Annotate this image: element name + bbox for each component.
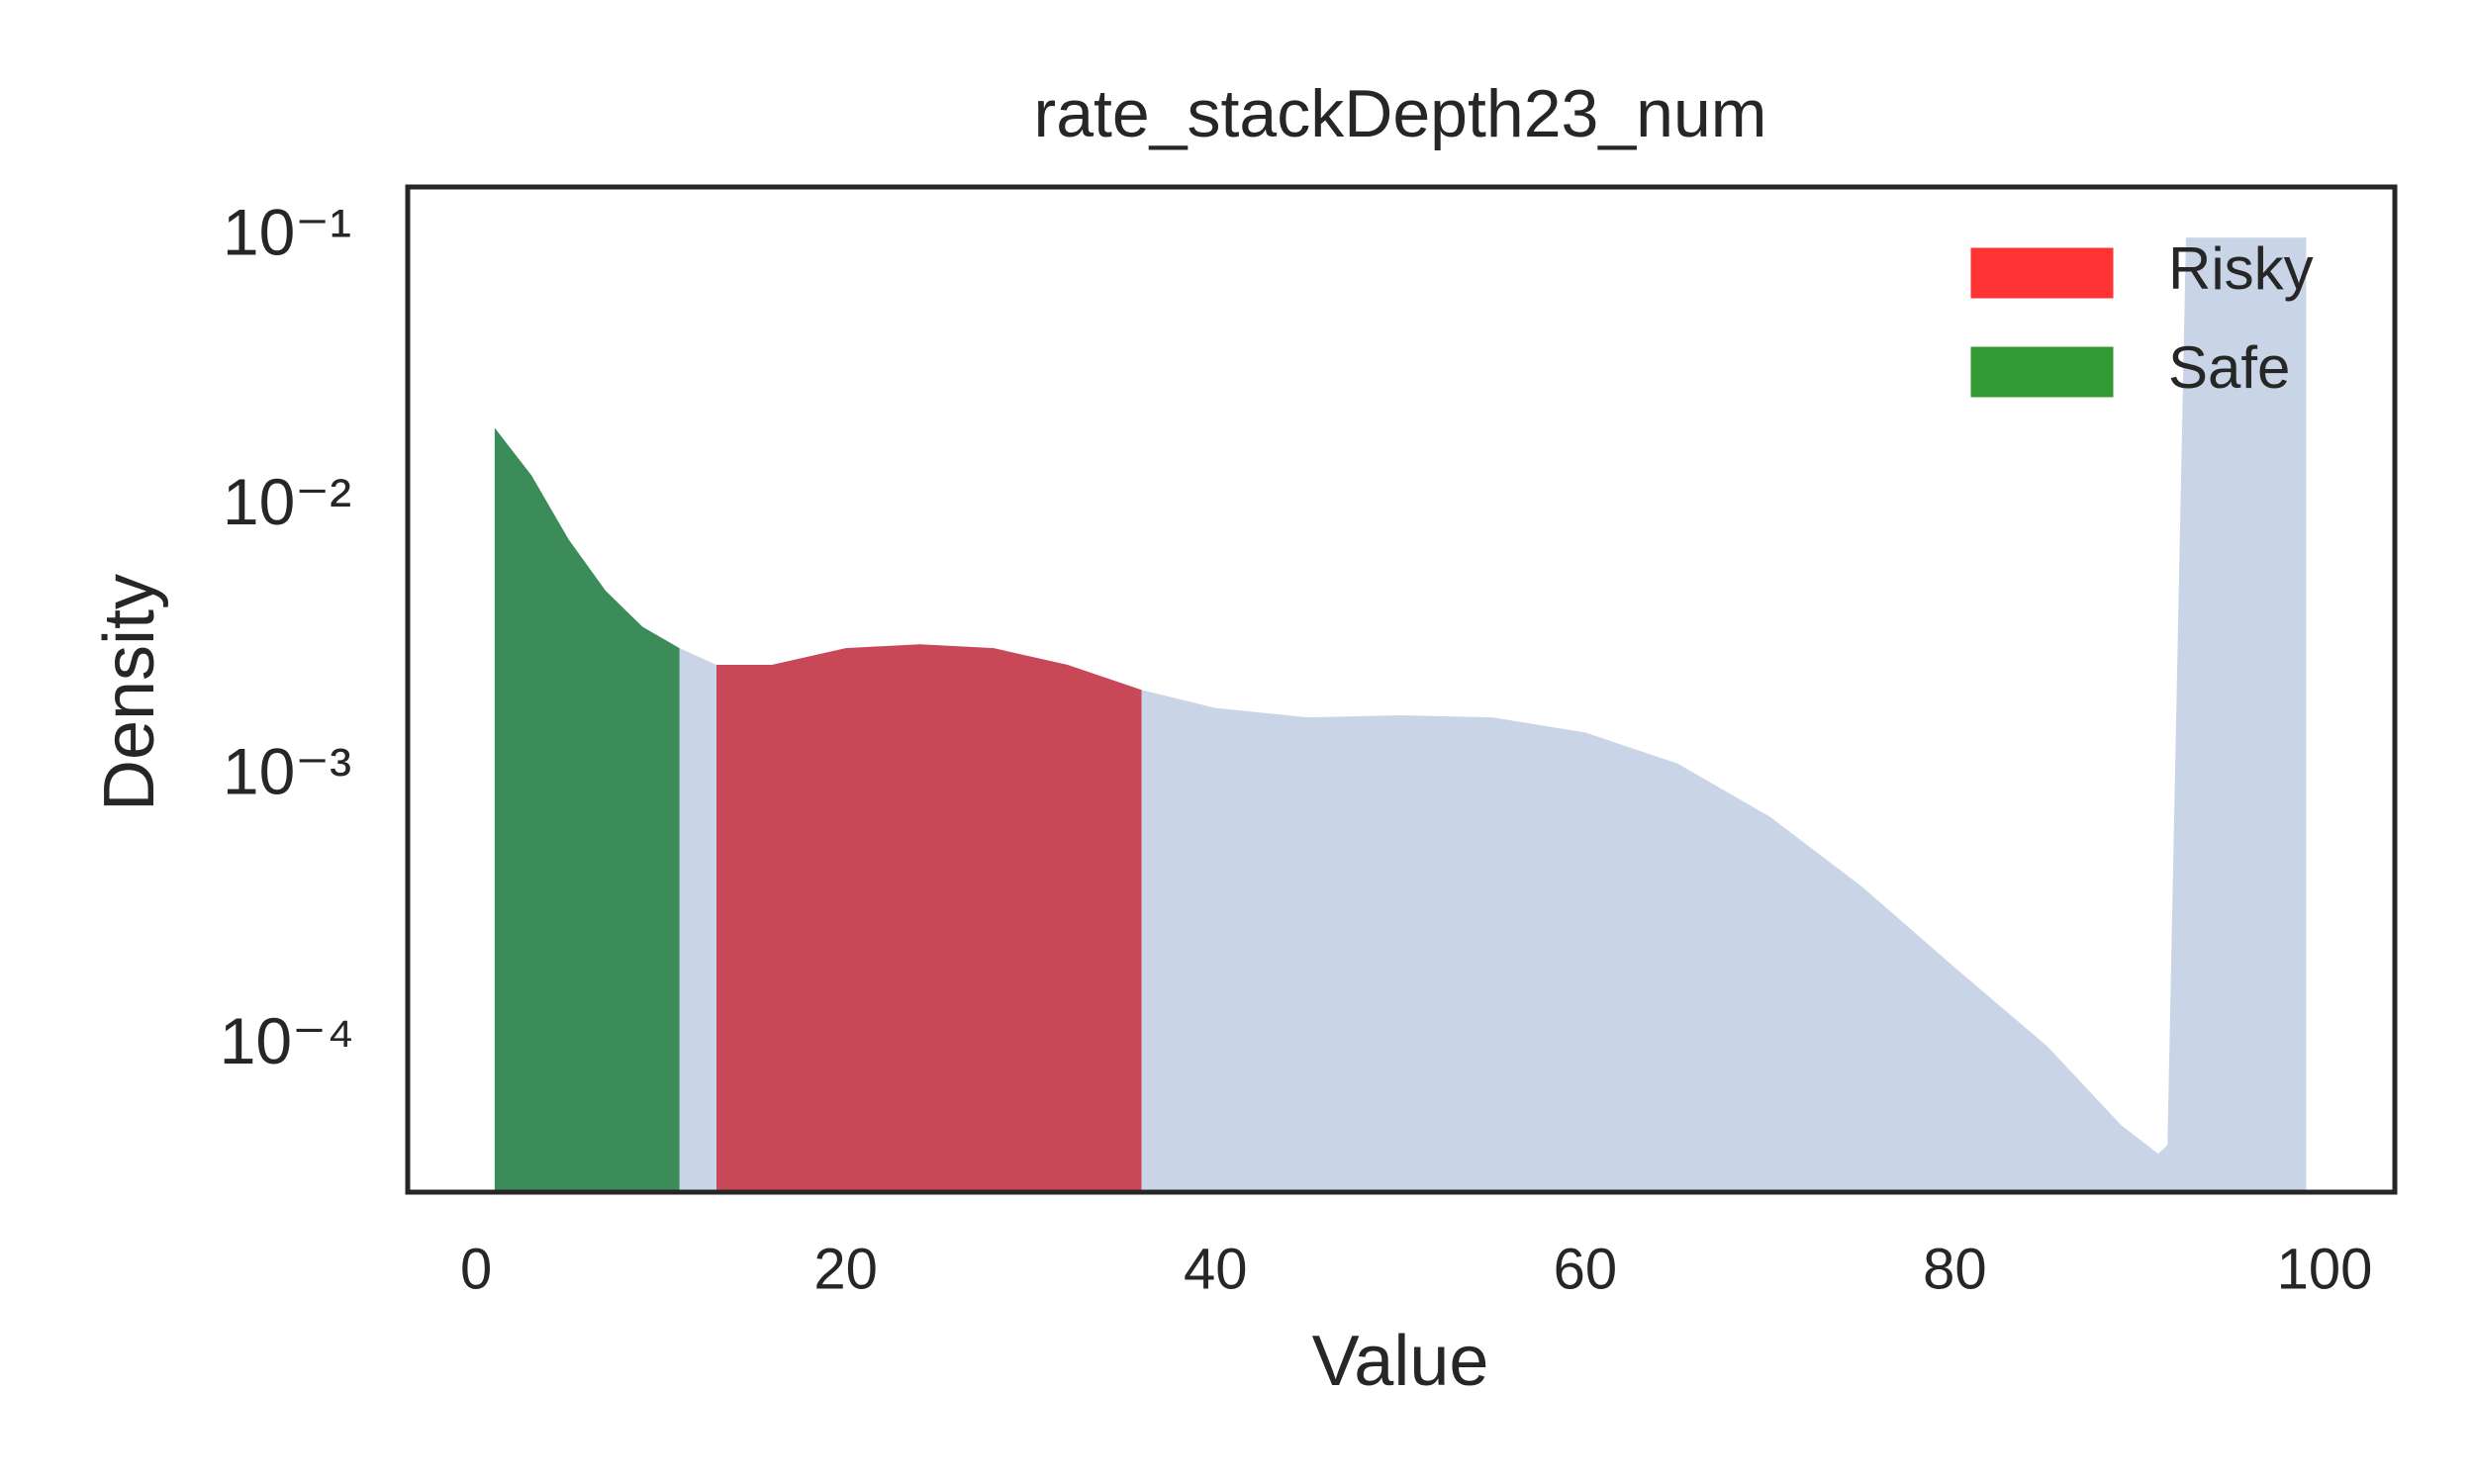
y-tick-label: 10⁻¹ xyxy=(223,196,351,269)
region-area xyxy=(715,644,1142,1192)
y-axis-label: Density xyxy=(90,574,169,811)
x-tick-label: 20 xyxy=(813,1237,878,1301)
chart-title: rate_stackDepth23_num xyxy=(1034,76,1767,151)
x-axis-label: Value xyxy=(1312,1322,1489,1401)
x-tick-label: 0 xyxy=(460,1237,492,1301)
x-tick-label: 40 xyxy=(1184,1237,1248,1301)
y-tick-label: 10⁻⁴ xyxy=(220,1004,355,1077)
x-tick-label: 100 xyxy=(2277,1237,2373,1301)
legend-label: Risky xyxy=(2168,235,2314,302)
legend-swatch xyxy=(1970,346,2114,398)
legend-swatch xyxy=(1970,247,2114,299)
x-tick-label: 80 xyxy=(1923,1237,1987,1301)
y-tick-label: 10⁻³ xyxy=(223,735,351,808)
legend-label: Safe xyxy=(2168,334,2290,401)
plot-frame xyxy=(405,184,2398,1195)
x-tick-label: 60 xyxy=(1554,1237,1618,1301)
y-tick-label: 10⁻² xyxy=(223,465,351,538)
region-area xyxy=(494,427,680,1192)
